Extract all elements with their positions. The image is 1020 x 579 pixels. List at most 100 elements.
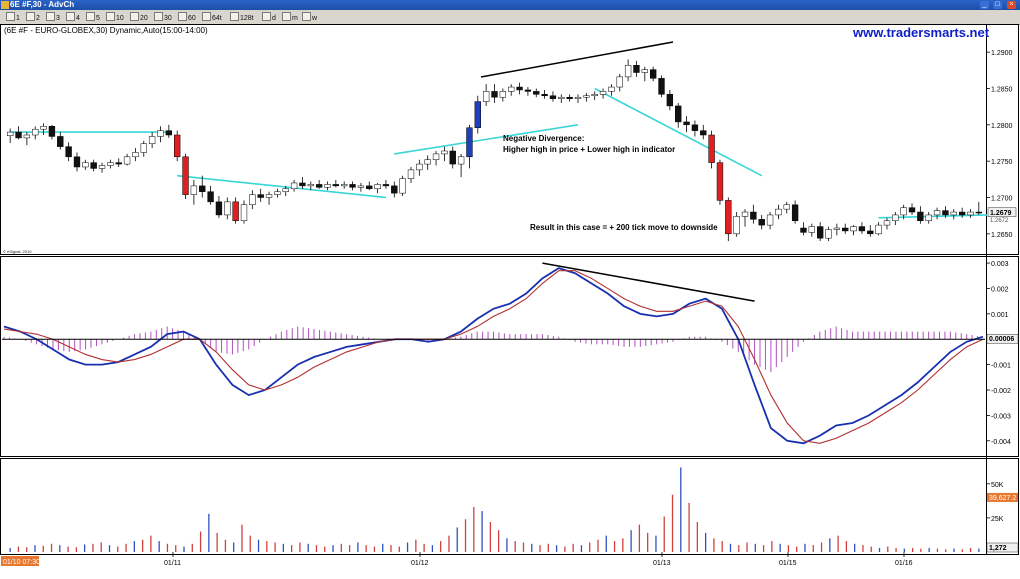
candle: [457, 153, 465, 178]
candle: [942, 206, 949, 218]
candle-body: [249, 194, 256, 206]
macd-line: [3, 267, 984, 445]
interval-icon: [86, 12, 95, 21]
candle-body: [265, 194, 273, 198]
interval-button-3[interactable]: 3: [44, 12, 62, 22]
minimize-button[interactable]: _: [980, 1, 989, 9]
interval-button-10[interactable]: 10: [104, 12, 126, 22]
interval-button-5[interactable]: 5: [84, 12, 102, 22]
interval-label: w: [312, 15, 318, 22]
time-tick-label: 01/11: [164, 560, 181, 567]
candle-body: [499, 91, 507, 98]
candle-body: [441, 150, 448, 155]
indicator-tick-label: -0.001: [991, 363, 1011, 370]
ma-segment: [594, 87, 763, 177]
candle: [332, 180, 340, 188]
candle: [566, 94, 573, 102]
interval-button-d[interactable]: d: [260, 12, 278, 22]
candle-body: [633, 64, 640, 73]
interval-button-2[interactable]: 2: [24, 12, 42, 22]
candle-body: [666, 94, 674, 107]
close-button[interactable]: ×: [1007, 1, 1016, 9]
candle: [933, 207, 941, 220]
candle-body: [524, 89, 532, 92]
candle: [57, 132, 64, 150]
candle: [783, 201, 790, 214]
candle-body: [975, 211, 982, 214]
candle: [132, 148, 139, 162]
candle: [65, 142, 72, 162]
candle-body: [349, 184, 356, 188]
divergence-title: Negative Divergence:: [503, 134, 584, 143]
candle: [199, 175, 206, 198]
candle: [816, 222, 824, 242]
candle: [499, 88, 507, 102]
time-tick-label: 01/16: [895, 560, 913, 567]
candle: [466, 124, 473, 169]
interval-icon: [282, 12, 291, 21]
macd-histogram: [3, 326, 979, 373]
candle-body: [315, 184, 323, 188]
candle-body: [875, 224, 882, 235]
candle-body: [123, 156, 131, 165]
candle: [382, 180, 390, 189]
candle-body: [700, 130, 707, 136]
candle: [341, 181, 348, 189]
interval-button-w[interactable]: w: [300, 12, 319, 22]
interval-button-30[interactable]: 30: [152, 12, 174, 22]
candle-body: [107, 162, 114, 166]
candle-body: [424, 159, 431, 165]
price-tick-label: 1.2800: [991, 123, 1013, 130]
candle: [917, 206, 924, 224]
volume-low-badge: [986, 542, 1019, 553]
candle-body: [215, 201, 223, 216]
candle: [666, 89, 674, 111]
interval-label: 128t: [240, 15, 254, 22]
candle-body: [274, 191, 281, 195]
interval-button-1[interactable]: 1: [4, 12, 22, 22]
candle-body: [925, 214, 932, 222]
maximize-button[interactable]: □: [993, 1, 1002, 9]
interval-icon: [154, 12, 163, 21]
candle-body: [482, 91, 490, 102]
interval-label: 64t: [212, 15, 222, 22]
candle-body: [599, 91, 607, 95]
candle: [516, 82, 523, 95]
interval-button-128t[interactable]: 128t: [228, 12, 256, 22]
candle: [174, 130, 181, 162]
candle: [324, 181, 331, 191]
candle: [633, 60, 640, 77]
candle: [716, 159, 724, 205]
interval-button-64t[interactable]: 64t: [200, 12, 224, 22]
candle-body: [73, 156, 81, 168]
candle: [842, 223, 849, 234]
candle: [700, 124, 707, 140]
candle: [224, 197, 231, 220]
interval-icon: [46, 12, 55, 21]
candle: [207, 185, 214, 205]
time-tick-label: 01/12: [411, 560, 429, 567]
candle: [140, 140, 147, 157]
candle-body: [190, 185, 198, 195]
candle: [608, 84, 615, 96]
candle: [73, 152, 81, 172]
volume-low-label: 1,272: [989, 545, 1007, 552]
last-price-badge: [987, 207, 1017, 218]
interval-button-m[interactable]: m: [280, 12, 300, 22]
interval-button-4[interactable]: 4: [64, 12, 82, 22]
candle-body: [232, 201, 239, 222]
candle-body: [257, 194, 264, 198]
interval-button-20[interactable]: 20: [128, 12, 150, 22]
moving-average: [10, 87, 988, 219]
interval-button-60[interactable]: 60: [176, 12, 198, 22]
indicator-trendline: [542, 262, 755, 302]
window-titlebar: 6E #F,30 - AdvCh _ □ ×: [0, 0, 1020, 10]
candle: [449, 146, 456, 169]
candle-body: [608, 86, 615, 92]
candle-body: [23, 134, 31, 139]
candle: [23, 132, 31, 146]
candle: [892, 212, 899, 226]
candle: [165, 124, 173, 138]
zero-badge: [986, 333, 1019, 344]
candle: [424, 155, 431, 170]
